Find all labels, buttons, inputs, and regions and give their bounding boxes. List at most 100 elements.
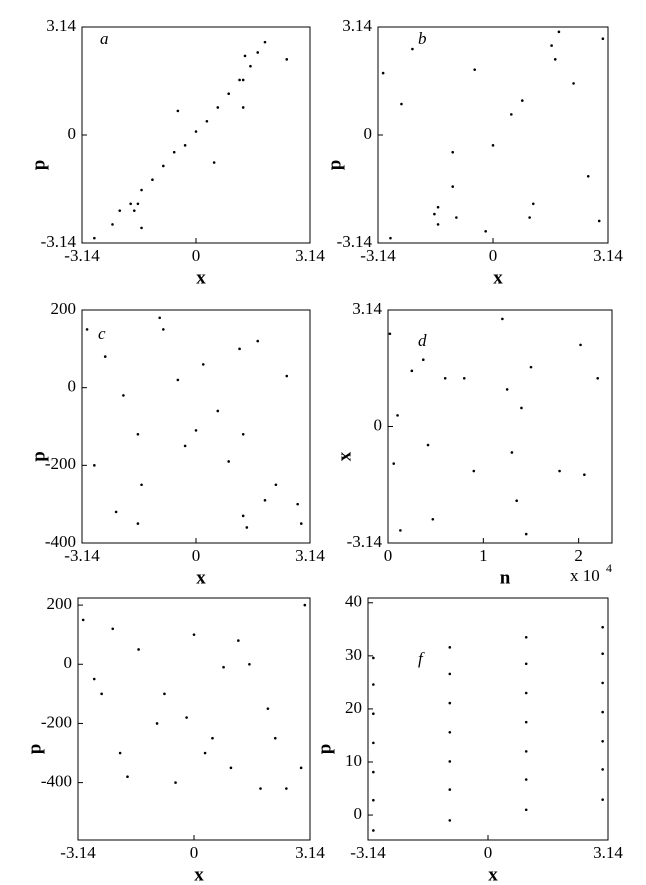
point <box>122 394 125 397</box>
x-axis-label: x <box>194 864 204 885</box>
point <box>241 432 245 436</box>
point <box>411 47 414 51</box>
y-tick-label: 0 <box>364 124 373 143</box>
x-tick-label: 3.14 <box>295 246 325 265</box>
point <box>129 202 132 206</box>
y-tick-label: 200 <box>47 594 73 613</box>
panel-annotation: f <box>418 649 425 668</box>
x-tick-label: -3.14 <box>64 546 100 565</box>
point <box>303 603 307 607</box>
point <box>451 150 455 154</box>
point <box>392 462 396 465</box>
point <box>245 526 249 529</box>
plot-frame <box>377 26 609 244</box>
point <box>238 78 241 82</box>
point <box>601 798 604 801</box>
point <box>400 102 403 106</box>
point <box>443 376 447 380</box>
y-axis-label: p <box>314 744 335 755</box>
point <box>227 460 230 463</box>
y-tick-label: -400 <box>45 532 76 551</box>
point <box>515 499 518 503</box>
y-tick-label: 3.14 <box>342 16 372 35</box>
point <box>451 185 455 188</box>
point <box>183 144 187 147</box>
y-tick-label: 0 <box>68 124 77 143</box>
point <box>579 343 582 347</box>
y-tick-label: 0 <box>64 653 73 672</box>
point <box>528 216 531 219</box>
point <box>274 483 278 487</box>
point <box>158 316 161 320</box>
point <box>263 40 267 44</box>
point <box>111 627 115 631</box>
point <box>550 44 553 47</box>
point <box>596 376 600 380</box>
y-tick-label: -400 <box>41 772 72 791</box>
point <box>243 54 247 58</box>
point <box>256 51 260 54</box>
point <box>299 522 303 525</box>
point <box>524 750 528 753</box>
point <box>448 730 452 734</box>
point <box>583 473 586 477</box>
point <box>426 443 430 447</box>
point <box>85 328 89 331</box>
point <box>558 469 561 473</box>
x-tick-label: 1 <box>479 546 488 565</box>
point <box>524 720 528 724</box>
point <box>285 374 289 378</box>
point <box>185 716 188 719</box>
point <box>203 751 207 755</box>
point <box>431 517 435 521</box>
point <box>241 514 245 518</box>
x-tick-label: 3.14 <box>593 843 623 862</box>
point <box>118 751 122 755</box>
plot-frame <box>81 309 311 544</box>
panel-annotation: d <box>418 331 427 350</box>
point <box>372 741 375 745</box>
point <box>192 633 196 636</box>
point <box>266 707 270 710</box>
point <box>273 736 277 740</box>
y-axis-label: p <box>24 744 45 755</box>
point <box>586 174 590 178</box>
point <box>601 739 604 743</box>
plot-frame <box>367 597 609 841</box>
point <box>216 409 220 413</box>
point <box>263 498 267 502</box>
point <box>132 209 136 212</box>
x-tick-label: 0 <box>484 843 493 862</box>
point <box>472 469 476 473</box>
point <box>372 656 375 660</box>
point <box>421 358 425 362</box>
point <box>136 202 140 206</box>
x-axis-label: x <box>493 267 503 288</box>
point <box>510 113 513 116</box>
y-tick-label: -3.14 <box>337 232 373 251</box>
point <box>285 787 288 790</box>
point <box>126 775 129 778</box>
point <box>201 363 205 366</box>
x-tick-label: -3.14 <box>60 843 96 862</box>
x-tick-label: -3.14 <box>360 246 396 265</box>
point <box>601 710 604 714</box>
y-tick-label: 0 <box>68 377 77 396</box>
point <box>103 355 107 358</box>
x-axis-label: n <box>500 567 511 588</box>
x-tick-label: 0 <box>489 246 498 265</box>
x-tick-label: 0 <box>384 546 393 565</box>
plot-frame <box>81 26 311 244</box>
point <box>136 522 140 525</box>
point <box>557 30 561 34</box>
point <box>462 376 466 380</box>
point <box>531 202 535 206</box>
x-tick-label: 3.14 <box>593 246 623 265</box>
point <box>553 58 557 61</box>
point <box>448 788 452 791</box>
point <box>140 226 143 230</box>
point <box>396 414 399 417</box>
point <box>448 819 452 822</box>
point <box>194 130 198 133</box>
